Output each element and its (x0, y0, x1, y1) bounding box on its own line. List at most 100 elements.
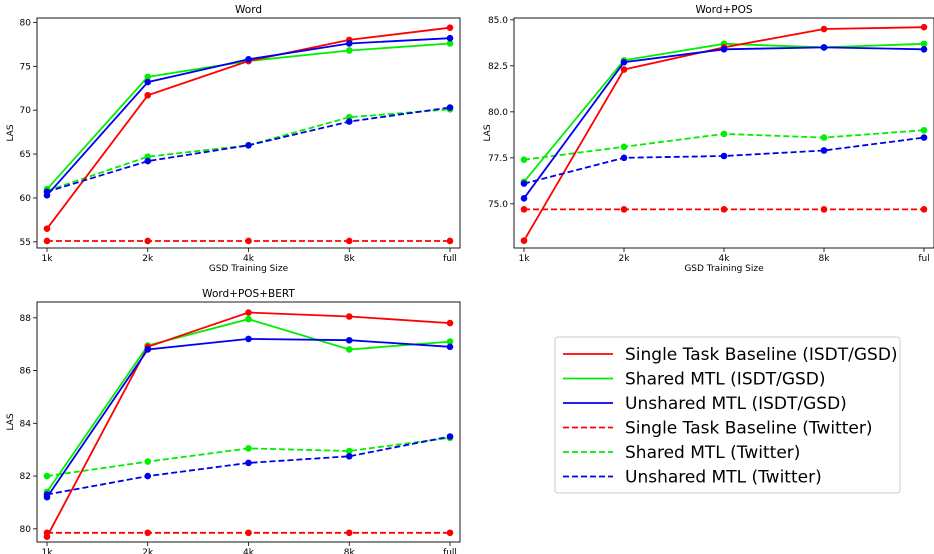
series-point (245, 315, 252, 323)
series-line-6 (46, 435, 451, 496)
series-point (820, 147, 828, 154)
series-point (144, 458, 152, 465)
series-point (720, 45, 728, 53)
legend-label: Single Task Baseline (Twitter) (625, 419, 872, 439)
series-point (43, 188, 51, 196)
series-line-3 (523, 46, 925, 199)
y-axis-label: LAS (6, 413, 16, 430)
series-point (144, 346, 152, 353)
legend-box (554, 336, 901, 494)
y-tick-label: 55 (20, 238, 31, 248)
series-point (446, 433, 454, 440)
series-point (345, 47, 353, 54)
series-point (446, 40, 454, 47)
subplot-3: Word+POS+BERT80828486881k2k4k8kfullGSD T… (6, 288, 461, 554)
x-tick-label: 1k (42, 254, 54, 264)
series-point (446, 343, 454, 351)
series-point (345, 529, 353, 537)
x-tick-label: 2k (142, 548, 154, 554)
series-point (520, 195, 528, 202)
series-point (520, 206, 528, 213)
series-point (920, 40, 928, 48)
legend: Single Task Baseline (ISDT/GSD) Shared MT… (554, 336, 901, 494)
series-point (43, 529, 51, 537)
x-tick-label: 2k (142, 254, 154, 264)
series-point (446, 319, 454, 327)
legend-label: Shared MTL (Twitter) (625, 443, 800, 463)
series-point (245, 459, 252, 467)
subplot-title: Word+POS (695, 4, 752, 16)
y-tick-label: 70 (20, 106, 32, 116)
y-tick-label: 84 (20, 419, 32, 429)
series-point (345, 313, 353, 320)
x-tick-label: 4k (719, 254, 731, 264)
series-point (920, 45, 928, 53)
subplot-title: Word (235, 4, 262, 16)
series-point (43, 491, 51, 498)
x-tick-label: full (443, 254, 457, 264)
y-tick-label: 77.5 (488, 154, 508, 164)
x-tick-label: 1k (519, 254, 531, 264)
series-point (245, 141, 252, 149)
series-point (520, 156, 528, 163)
series-point (245, 529, 252, 537)
series-point (920, 126, 928, 134)
series-line-3 (46, 337, 451, 498)
series-point (820, 206, 828, 213)
series-point (446, 338, 454, 345)
series-point (345, 452, 353, 460)
x-axis-label: GSD Training Size (209, 264, 289, 274)
series-line-6 (523, 136, 925, 185)
series-point (345, 336, 353, 344)
series-point (720, 152, 728, 160)
y-tick-label: 60 (20, 194, 32, 204)
series-point (620, 58, 628, 66)
y-tick-label: 80 (20, 525, 32, 535)
series-point (245, 237, 252, 245)
x-tick-label: ful (918, 254, 929, 264)
series-point (345, 237, 353, 245)
plot-area-frame (513, 17, 934, 249)
y-tick-label: 80.0 (488, 108, 508, 118)
x-tick-label: 4k (243, 254, 255, 264)
series-point (245, 335, 252, 343)
series-line-2 (523, 42, 925, 183)
series-point (144, 78, 152, 86)
x-tick-label: 1k (42, 548, 54, 554)
series-point (620, 143, 628, 151)
plot-area-frame (36, 301, 461, 543)
x-tick-label: 8k (344, 548, 356, 554)
series-point (620, 206, 628, 213)
series-point (345, 40, 353, 47)
series-point (43, 472, 51, 480)
series-point (446, 237, 454, 245)
series-point (520, 237, 528, 244)
series-point (446, 529, 454, 537)
y-tick-label: 88 (20, 314, 32, 324)
series-point (144, 472, 152, 480)
x-tick-label: 4k (243, 548, 255, 554)
subplot-1: Word 55 60 65 70 75 80 1k 2k 4k 8k full GSD Training… (6, 4, 461, 274)
series-point (820, 44, 828, 51)
series-point (144, 529, 152, 537)
series-point (820, 134, 828, 141)
series-point (446, 104, 454, 111)
series-point (620, 66, 628, 73)
legend-label: Unshared MTL (ISDT/GSD) (625, 394, 847, 414)
series-point (245, 55, 252, 63)
series-point (920, 23, 928, 31)
y-tick-label: 75 (20, 62, 31, 72)
series-point (446, 24, 454, 31)
series-point (920, 134, 928, 141)
x-tick-label: 8k (344, 254, 356, 264)
series-point (345, 447, 353, 455)
series-point (720, 206, 728, 213)
series-point (520, 180, 528, 187)
y-axis-label: LAS (483, 124, 493, 141)
y-tick-label: 80 (20, 18, 32, 28)
y-tick-label: 75.0 (488, 200, 508, 210)
y-tick-label: 65 (20, 150, 31, 160)
legend-label: Unshared MTL (Twitter) (625, 468, 822, 488)
series-point (144, 237, 152, 245)
